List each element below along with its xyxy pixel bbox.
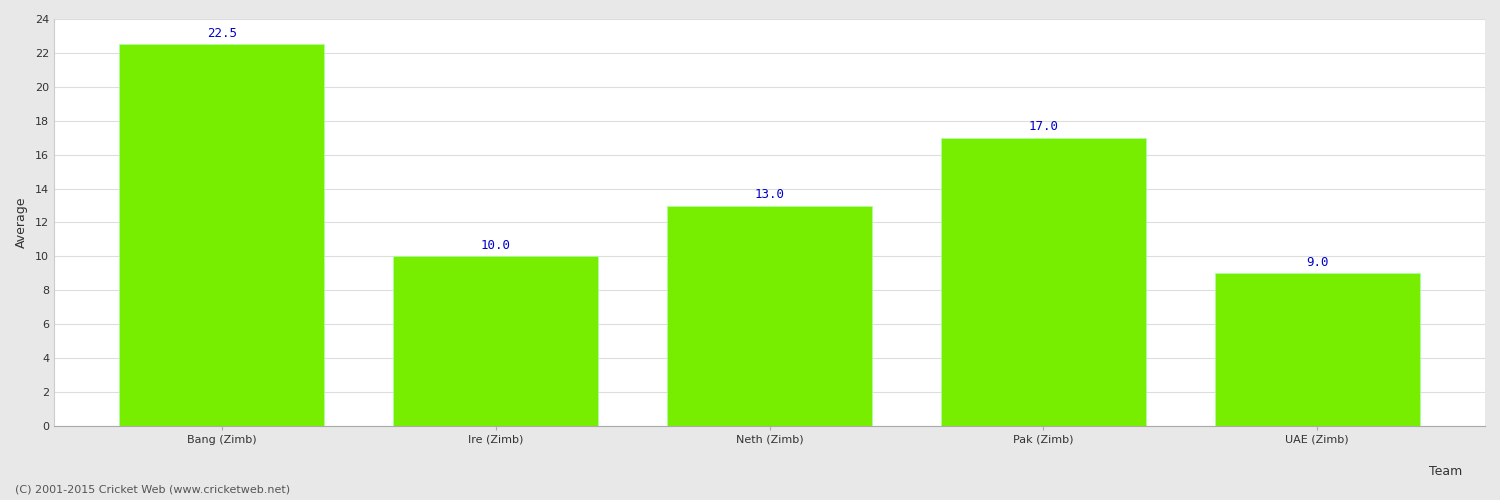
Text: 9.0: 9.0 — [1306, 256, 1329, 269]
Bar — [118, 44, 324, 426]
Bar — [940, 138, 1146, 426]
Bar — [1215, 274, 1420, 426]
Y-axis label: Average: Average — [15, 196, 28, 248]
Text: 13.0: 13.0 — [754, 188, 784, 202]
Bar — [393, 256, 598, 426]
Text: 17.0: 17.0 — [1029, 120, 1059, 134]
Text: (C) 2001-2015 Cricket Web (www.cricketweb.net): (C) 2001-2015 Cricket Web (www.cricketwe… — [15, 485, 290, 495]
Text: 22.5: 22.5 — [207, 27, 237, 40]
Bar — [668, 206, 872, 426]
Text: 10.0: 10.0 — [480, 239, 510, 252]
Text: Team: Team — [1430, 465, 1462, 478]
